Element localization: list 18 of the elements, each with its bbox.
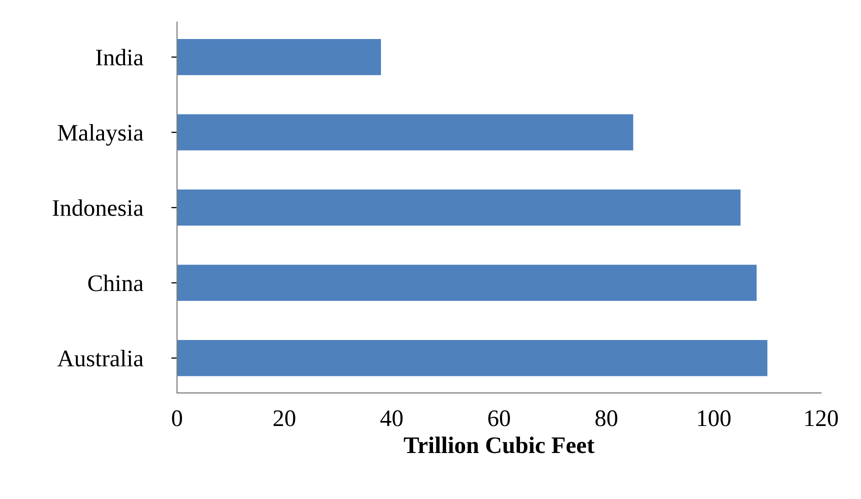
y-tick-label: Indonesia [52,199,144,216]
x-tick-label: 0 [172,410,182,426]
bar [177,264,757,301]
x-tick-label: 20 [274,410,296,426]
bar [177,39,381,76]
y-tick-label: India [96,48,144,66]
x-tick-label: 120 [805,410,838,426]
bar [177,114,634,150]
y-tick-label: Australia [57,350,144,366]
x-tick-label: 60 [488,410,510,426]
y-tick-label: Malaysia [58,124,144,146]
y-tick-label: China [88,274,144,292]
x-tick-label: 40 [380,410,403,426]
bar [177,340,768,376]
x-tick-label: 80 [595,410,618,426]
x-tick-label: 100 [698,410,731,426]
bar [177,190,741,226]
x-axis-title: Trillion Cubic Feet [404,436,594,454]
